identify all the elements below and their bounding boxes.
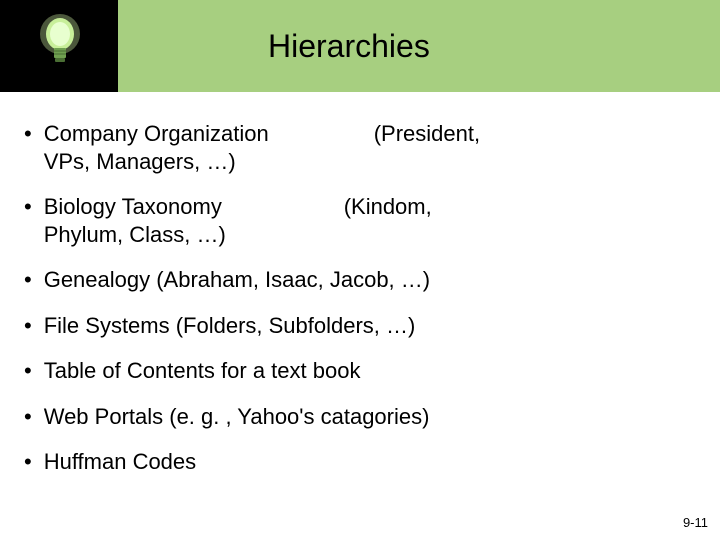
- slide-number: 9-11: [683, 515, 708, 530]
- bullet-text: Company Organization (President, VPs, Ma…: [44, 120, 696, 175]
- bullet-text: File Systems (Folders, Subfolders, …): [44, 312, 696, 340]
- bullet-item: • Huffman Codes: [24, 448, 696, 476]
- bullet-text: Table of Contents for a text book: [44, 357, 696, 385]
- bullet-dot-icon: •: [24, 266, 32, 294]
- bullet-right: (Kindom,: [344, 193, 432, 221]
- bullet-text: Huffman Codes: [44, 448, 696, 476]
- bullet-dot-icon: •: [24, 403, 32, 431]
- bullet-item: • Table of Contents for a text book: [24, 357, 696, 385]
- bullet-right: (President,: [374, 120, 480, 148]
- bullet-dot-icon: •: [24, 193, 32, 221]
- bullet-item: • File Systems (Folders, Subfolders, …): [24, 312, 696, 340]
- content-area: • Company Organization (President, VPs, …: [0, 92, 720, 476]
- bullet-dot-icon: •: [24, 312, 32, 340]
- logo-box: [0, 0, 118, 92]
- bullet-dot-icon: •: [24, 120, 32, 148]
- header-band: Hierarchies: [0, 0, 720, 92]
- slide-title: Hierarchies: [268, 28, 430, 65]
- bullet-item: • Genealogy (Abraham, Isaac, Jacob, …): [24, 266, 696, 294]
- bullet-text: Biology Taxonomy (Kindom, Phylum, Class,…: [44, 193, 696, 248]
- bullet-dot-icon: •: [24, 357, 32, 385]
- bullet-cont: VPs, Managers, …): [44, 148, 696, 176]
- bullet-dot-icon: •: [24, 448, 32, 476]
- bullet-left: Company Organization: [44, 120, 374, 148]
- bullet-item: • Biology Taxonomy (Kindom, Phylum, Clas…: [24, 193, 696, 248]
- bullet-item: • Company Organization (President, VPs, …: [24, 120, 696, 175]
- bullet-text: Genealogy (Abraham, Isaac, Jacob, …): [44, 266, 696, 294]
- bullet-left: Biology Taxonomy: [44, 193, 344, 221]
- bullet-cont: Phylum, Class, …): [44, 221, 696, 249]
- bullet-text: Web Portals (e. g. , Yahoo's catagories): [44, 403, 696, 431]
- lightbulb-icon: [38, 12, 82, 82]
- bullet-item: • Web Portals (e. g. , Yahoo's catagorie…: [24, 403, 696, 431]
